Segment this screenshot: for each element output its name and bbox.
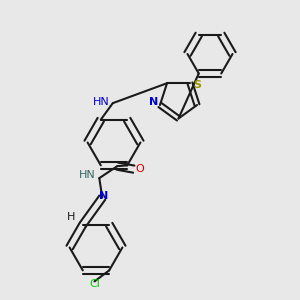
Text: S: S bbox=[194, 80, 202, 90]
Text: O: O bbox=[135, 164, 144, 174]
Text: N: N bbox=[99, 191, 108, 201]
Text: N: N bbox=[149, 97, 159, 107]
Text: HN: HN bbox=[79, 170, 96, 180]
Text: HN: HN bbox=[92, 97, 109, 106]
Text: H: H bbox=[67, 212, 75, 222]
Text: Cl: Cl bbox=[89, 279, 100, 290]
